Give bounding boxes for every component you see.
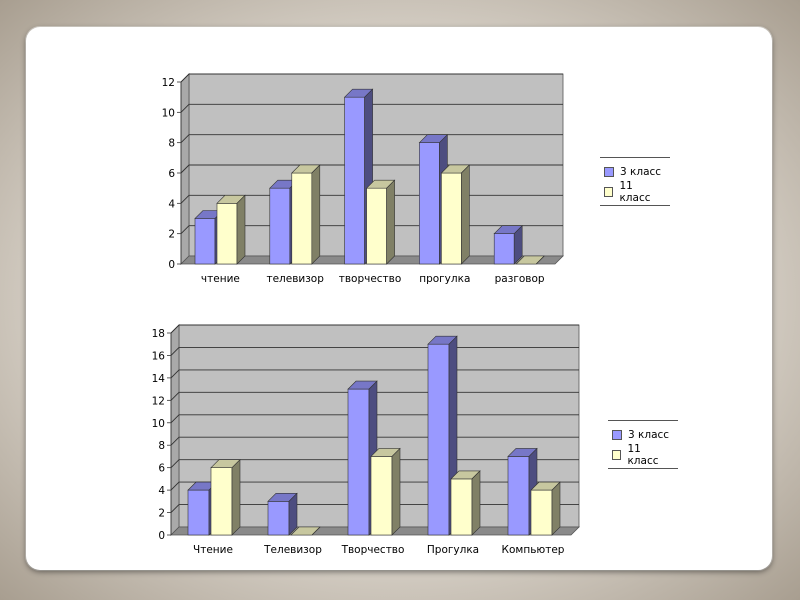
bar-прогулка-11-класс bbox=[450, 470, 481, 536]
legend-swatch-3-class bbox=[604, 167, 614, 177]
bar-front bbox=[450, 478, 473, 536]
bar-front bbox=[291, 172, 313, 265]
bar-side bbox=[236, 194, 246, 265]
legend-item-11-class: 11 класс bbox=[612, 443, 672, 467]
bar-front bbox=[370, 456, 393, 536]
x-tick-label-чтение: Чтение bbox=[193, 544, 233, 556]
bar-творчество-11-класс bbox=[365, 179, 396, 265]
bar-front bbox=[419, 142, 440, 265]
y-tick-label: 12 bbox=[152, 395, 165, 407]
bar-прогулка-11-класс bbox=[440, 164, 471, 265]
bar-side bbox=[311, 164, 321, 265]
y-tick-label: 10 bbox=[152, 418, 165, 430]
bar-front bbox=[347, 388, 370, 536]
bar-side bbox=[311, 526, 321, 536]
legend-item-3-class: 3 класс bbox=[612, 425, 672, 445]
y-tick-label: 12 bbox=[162, 77, 175, 89]
x-tick-label-творчество: Творчество bbox=[341, 544, 405, 556]
bar-front bbox=[493, 233, 515, 265]
bar-front bbox=[267, 501, 290, 536]
bar-side bbox=[288, 492, 298, 536]
gridline bbox=[180, 73, 563, 83]
y-tick-label: 8 bbox=[158, 440, 165, 452]
bar-front bbox=[427, 343, 450, 536]
x-tick-label-чтение: чтение bbox=[201, 273, 240, 285]
y-tick-label: 6 bbox=[168, 168, 175, 180]
legend-item-11-class: 11 класс bbox=[604, 180, 664, 204]
x-tick-label-творчество: творчество bbox=[339, 273, 402, 285]
y-tick-label: 10 bbox=[162, 107, 175, 119]
legend-swatch-11-class bbox=[612, 450, 622, 460]
bar-front bbox=[269, 187, 291, 265]
bar-side bbox=[535, 255, 545, 265]
bar-side bbox=[231, 458, 241, 536]
gridline bbox=[170, 324, 579, 334]
legend-label: 11 класс bbox=[627, 443, 659, 467]
bar-front bbox=[187, 489, 210, 536]
slide: 0 2 4 6 8 10 12 чтение телевизор творчество прогул… bbox=[26, 27, 772, 570]
bar-side bbox=[471, 470, 481, 536]
x-tick-label-прогулка: Прогулка bbox=[427, 544, 479, 556]
y-tick-label: 14 bbox=[152, 373, 166, 385]
bar-чтение-11-класс bbox=[210, 458, 241, 536]
legend-swatch-3-class bbox=[612, 430, 622, 440]
x-tick-label-телевизор: телевизор bbox=[266, 273, 324, 285]
y-tick-label: 4 bbox=[158, 485, 165, 497]
x-tick-label-компьютер: Компьютер bbox=[502, 544, 565, 556]
bar-творчество-11-класс bbox=[370, 447, 401, 536]
y-tick-label: 6 bbox=[158, 463, 165, 475]
bar-front bbox=[530, 489, 553, 536]
y-tick-label: 0 bbox=[158, 530, 165, 542]
legend-swatch-11-class bbox=[604, 187, 614, 197]
bar-чтение-11-класс bbox=[216, 194, 246, 265]
bar-разговор-11-класс bbox=[515, 255, 545, 265]
legend-bottom: 3 класс 11 класс bbox=[608, 420, 678, 469]
y-tick-label: 16 bbox=[152, 350, 166, 362]
bar-front bbox=[210, 467, 233, 536]
bar-front bbox=[507, 456, 530, 536]
legend-label: 3 класс bbox=[628, 429, 670, 441]
gridline bbox=[180, 103, 563, 113]
legend-label: 3 класс bbox=[620, 166, 662, 178]
chart-top: 0 2 4 6 8 10 12 чтение телевизор творчество прогул… bbox=[152, 73, 580, 556]
bar-компьютер-11-класс bbox=[530, 481, 561, 536]
bar-телевизор-3-класс bbox=[267, 492, 298, 536]
bar-телевизор-11-класс bbox=[291, 164, 321, 265]
y-tick-label: 0 bbox=[168, 259, 175, 271]
x-tick-label-телевизор: Телевизор bbox=[263, 544, 322, 556]
bar-front bbox=[216, 203, 238, 265]
bar-side bbox=[513, 224, 523, 265]
x-tick-label-прогулка: прогулка bbox=[419, 273, 470, 285]
x-tick-label-разговор: разговор bbox=[495, 273, 545, 285]
legend-item-3-class: 3 класс bbox=[604, 162, 664, 182]
bar-front bbox=[441, 172, 462, 265]
bar-разговор-3-класс bbox=[493, 224, 523, 265]
legend-top: 3 класс 11 класс bbox=[600, 157, 670, 206]
bar-side bbox=[551, 481, 561, 536]
y-tick-label: 8 bbox=[168, 138, 175, 150]
y-tick-label: 4 bbox=[168, 198, 175, 210]
bar-side bbox=[461, 164, 470, 265]
bar-side bbox=[391, 447, 401, 536]
bar-front bbox=[194, 218, 216, 265]
bar-front bbox=[366, 187, 387, 265]
legend-label: 11 класс bbox=[619, 180, 651, 204]
bar-телевизор-11-класс bbox=[290, 526, 321, 536]
y-tick-label: 2 bbox=[158, 508, 165, 520]
y-tick-label: 2 bbox=[168, 229, 175, 241]
chart-side-wall bbox=[170, 324, 180, 536]
bar-side bbox=[386, 179, 395, 265]
y-tick-label: 18 bbox=[152, 328, 165, 340]
bar-front bbox=[344, 96, 365, 265]
